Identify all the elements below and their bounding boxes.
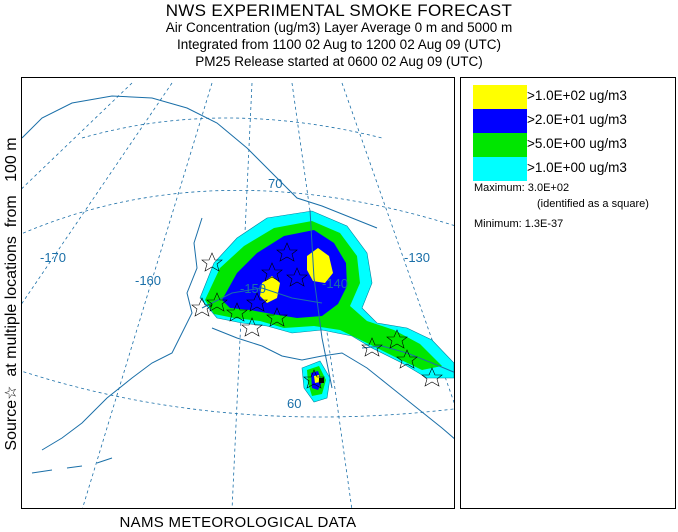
- smoke-map: -170 -160 -150 -140 -130 70 60: [21, 77, 455, 509]
- source-star: [396, 349, 418, 369]
- forecast-title: NWS EXPERIMENTAL SMOKE FORECAST: [165, 1, 513, 20]
- legend-label: >5.0E+00 ug/m3: [527, 136, 627, 151]
- legend-item-level-1: >1.0E+00 ug/m3: [473, 157, 673, 181]
- source-star: [421, 367, 443, 387]
- legend-label: >1.0E+00 ug/m3: [527, 160, 627, 175]
- legend-item-level-3: >2.0E+01 ug/m3: [473, 109, 673, 133]
- longitude-line-170: [22, 82, 173, 305]
- legend-swatch-green: [473, 133, 527, 157]
- longitude-label-140: -140: [322, 276, 348, 291]
- longitude-label-150: -150: [240, 281, 266, 296]
- longitude-line-150: [231, 82, 253, 508]
- alaska-canada-border: [309, 209, 333, 389]
- longitude-label-160: -160: [135, 273, 161, 288]
- source-star: [361, 337, 383, 357]
- legend-minimum: Minimum: 1.3E-37: [474, 218, 564, 230]
- legend-label: >1.0E+02 ug/m3: [527, 88, 627, 103]
- longitude-line-160: [82, 82, 213, 508]
- aleutian-islands: [31, 457, 113, 474]
- legend-swatch-yellow: [473, 85, 527, 109]
- source-star: [386, 329, 408, 349]
- legend-swatch-blue: [473, 109, 527, 133]
- legend-item-level-4: >1.0E+02 ug/m3: [473, 85, 673, 109]
- source-star: [261, 262, 283, 282]
- source-star: [276, 242, 298, 262]
- legend-item-level-2: >5.0E+00 ug/m3: [473, 133, 673, 157]
- legend-label: >2.0E+01 ug/m3: [527, 112, 627, 127]
- concentration-subtitle: Air Concentration (ug/m3) Layer Average …: [165, 20, 513, 35]
- meteorological-data-footer: NAMS METEOROLOGICAL DATA: [119, 514, 357, 531]
- source-star: [241, 317, 263, 337]
- alaska-south-coast: [211, 327, 454, 439]
- source-star: [286, 267, 308, 287]
- panhandle-coast: [361, 345, 454, 373]
- longitude-label-170: -170: [40, 250, 66, 265]
- release-subtitle: PM25 Release started at 0600 02 Aug 09 (…: [195, 54, 483, 69]
- legend-swatch-cyan: [473, 157, 527, 181]
- map-canvas: -170 -160 -150 -140 -130 70 60: [22, 82, 454, 508]
- latitude-line-70: [22, 189, 454, 235]
- source-side-label: Source☆ at multiple locations from 100 m: [3, 137, 20, 451]
- latitude-label-70: 70: [268, 176, 282, 191]
- legend-maximum-note: (identified as a square): [537, 198, 649, 210]
- river-yukon: [201, 287, 323, 309]
- latitude-line-60: [22, 370, 454, 418]
- coastline: [22, 95, 454, 474]
- arctic-coast: [22, 95, 378, 229]
- source-star: [303, 369, 325, 389]
- source-star: [201, 252, 223, 272]
- longitude-label-130: -130: [404, 250, 430, 265]
- legend-maximum: Maximum: 3.0E+02: [474, 182, 570, 194]
- maximum-square: [319, 378, 324, 383]
- latitude-line-80: [81, 117, 383, 139]
- source-markers: [191, 242, 443, 389]
- source-star: [191, 297, 213, 317]
- latitude-label-60: 60: [287, 396, 301, 411]
- longitude-line-180: [22, 82, 133, 189]
- source-star: [246, 292, 268, 312]
- source-star: [266, 307, 288, 327]
- plume-level-4b: [260, 276, 280, 303]
- integration-subtitle: Integrated from 1100 02 Aug to 1200 02 A…: [177, 37, 501, 52]
- legend-panel: >1.0E+02 ug/m3 >2.0E+01 ug/m3 >5.0E+00 u…: [460, 77, 676, 509]
- source-star: [206, 292, 228, 312]
- source-star: [226, 302, 248, 322]
- alaska-west-coast: [41, 217, 203, 451]
- graticule: [22, 82, 454, 508]
